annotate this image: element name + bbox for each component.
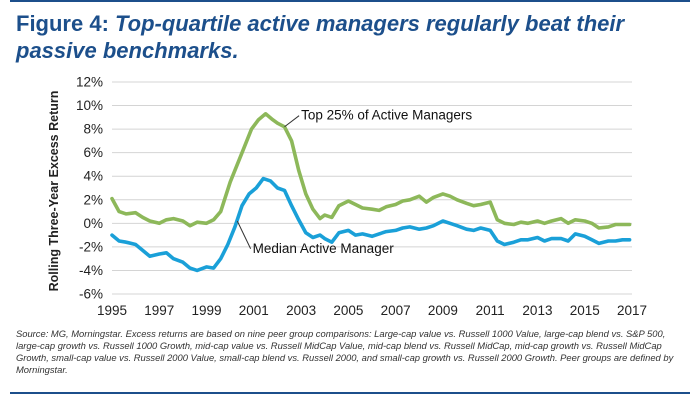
x-tick-label: 2011	[476, 303, 505, 318]
y-tick-label: -6%	[79, 287, 103, 302]
source-note: Source: MG, Morningstar. Excess returns …	[16, 328, 674, 375]
y-tick-label: 12%	[76, 75, 103, 90]
y-tick-label: 2%	[83, 192, 103, 207]
figure-title: Figure 4: Top-quartile active managers r…	[16, 10, 676, 64]
series-label-0: Top 25% of Active Managers	[301, 108, 472, 123]
x-tick-label: 1999	[192, 303, 222, 318]
series-label-leader	[284, 115, 300, 128]
y-tick-label: 8%	[83, 122, 103, 137]
series-lines	[110, 112, 632, 273]
y-tick-label: 6%	[83, 145, 103, 160]
x-tick-label: 2007	[381, 303, 411, 318]
x-tick-label: 2001	[239, 303, 269, 318]
x-tick-label: 2003	[286, 303, 316, 318]
x-tick-labels: 1995 1997 1999 2001 2003 2005 2007 2009 2011 2013…	[97, 303, 647, 318]
x-tick-label: 2013	[522, 303, 552, 318]
x-tick-label: 2009	[428, 303, 458, 318]
bottom-rule	[10, 392, 690, 394]
series-label-leader	[236, 220, 252, 249]
series-labels: Top 25% of Active Managers Median Active …	[236, 108, 472, 256]
series-line-1	[110, 176, 632, 273]
series-line-0	[110, 112, 632, 230]
y-tick-label: -2%	[79, 239, 103, 254]
y-tick-label: 10%	[76, 98, 103, 113]
x-tick-label: 1997	[144, 303, 174, 318]
y-tick-label: -4%	[79, 263, 103, 278]
y-tick-labels: 12% 10% 8% 6% 4% 2% 0% -2% -4% -6%	[76, 75, 103, 302]
series-label-1: Median Active Manager	[253, 241, 395, 256]
top-rule	[10, 0, 690, 2]
y-tick-label: 0%	[83, 216, 103, 231]
line-chart: 12% 10% 8% 6% 4% 2% 0% -2% -4% -6% 1995 1997 1999 20…	[47, 75, 647, 319]
x-tick-label: 2017	[617, 303, 647, 318]
y-tick-label: 4%	[83, 169, 103, 184]
y-axis-label: Rolling Three-Year Excess Return	[47, 91, 61, 292]
x-tick-label: 2015	[570, 303, 600, 318]
x-tick-label: 1995	[97, 303, 127, 318]
figure-label: Figure 4:	[16, 11, 109, 36]
x-tick-label: 2005	[333, 303, 363, 318]
figure-title-text: Top-quartile active managers regularly b…	[16, 11, 625, 63]
